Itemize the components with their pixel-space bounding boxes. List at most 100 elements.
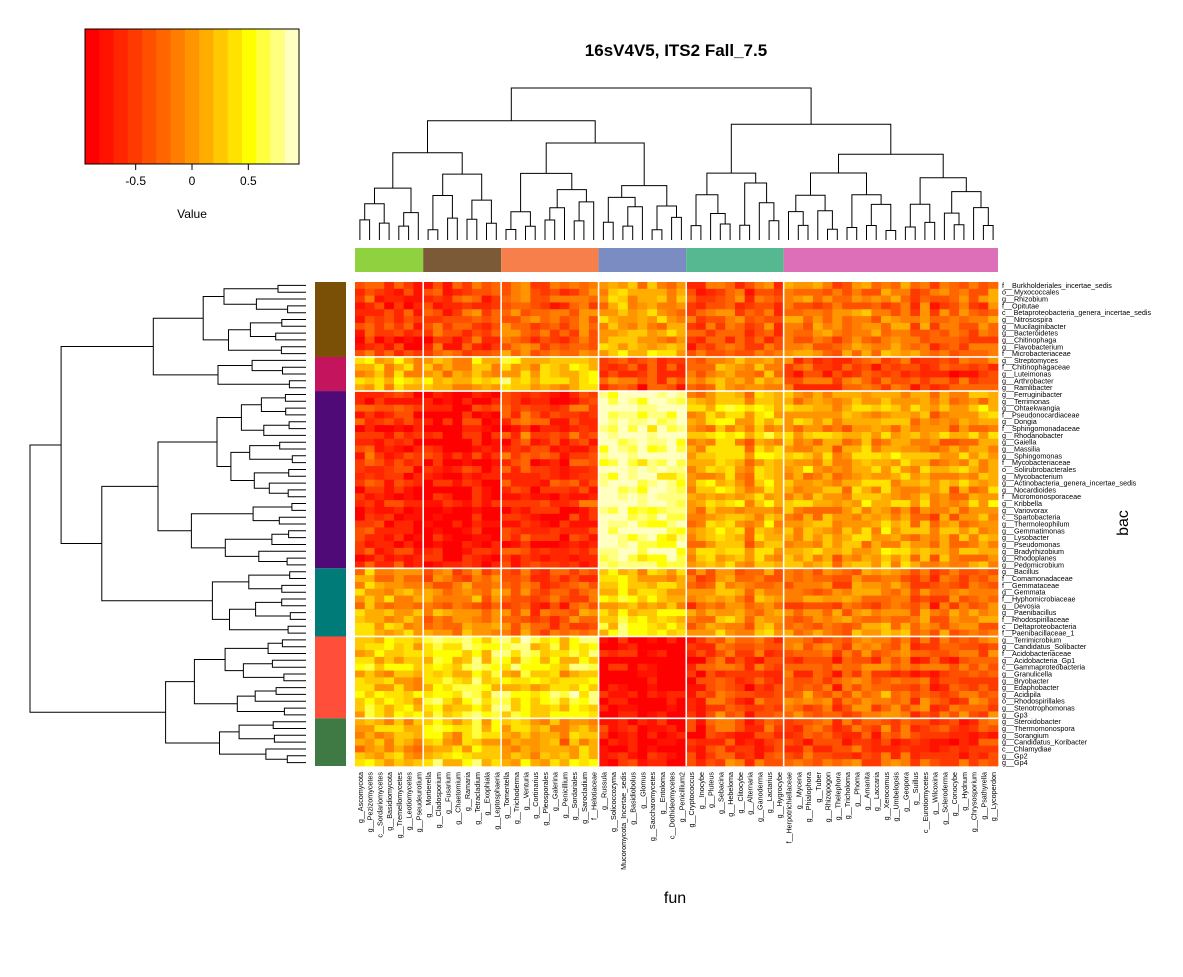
heatmap-cell	[501, 377, 511, 384]
heatmap-cell	[803, 337, 813, 344]
heatmap-cell	[384, 616, 394, 623]
heatmap-cell	[823, 671, 833, 678]
column-dendrogram-branch	[393, 153, 462, 188]
heatmap-cell	[540, 684, 550, 691]
heatmap-cell	[677, 446, 687, 453]
heatmap-cell	[462, 282, 472, 289]
heatmap-cell	[881, 643, 891, 650]
heatmap-cell	[774, 725, 784, 732]
heatmap-cell	[881, 650, 891, 657]
heatmap-cell	[803, 718, 813, 725]
heatmap-cell	[443, 446, 453, 453]
heatmap-cell	[881, 452, 891, 459]
heatmap-cell	[443, 725, 453, 732]
heatmap-cell	[423, 452, 433, 459]
heatmap-cell	[823, 705, 833, 712]
heatmap-cell	[667, 337, 677, 344]
heatmap-cell	[881, 412, 891, 419]
heatmap-cell	[452, 493, 462, 500]
heatmap-cell	[618, 391, 628, 398]
heatmap-cell	[501, 555, 511, 562]
heatmap-cell	[384, 589, 394, 596]
heatmap-cell	[920, 718, 930, 725]
heatmap-cell	[715, 609, 725, 616]
heatmap-cell	[959, 377, 969, 384]
heatmap-cell	[472, 602, 482, 609]
heatmap-cell	[881, 493, 891, 500]
heatmap-cell	[579, 316, 589, 323]
heatmap-cell	[920, 527, 930, 534]
heatmap-cell	[881, 323, 891, 330]
heatmap-cell	[384, 752, 394, 759]
heatmap-cell	[491, 425, 501, 432]
heatmap-cell	[657, 323, 667, 330]
heatmap-cell	[657, 398, 667, 405]
heatmap-cell	[842, 500, 852, 507]
heatmap-cell	[988, 589, 998, 596]
heatmap-cell	[628, 289, 638, 296]
heatmap-cell	[647, 732, 657, 739]
heatmap-cell	[881, 357, 891, 364]
heatmap-cell	[696, 589, 706, 596]
heatmap-cell	[355, 691, 365, 698]
heatmap-cell	[618, 541, 628, 548]
heatmap-cell	[628, 521, 638, 528]
heatmap-cell	[862, 596, 872, 603]
heatmap-cell	[862, 616, 872, 623]
heatmap-cell	[881, 555, 891, 562]
heatmap-cell	[920, 541, 930, 548]
heatmap-cell	[355, 650, 365, 657]
heatmap-cell	[589, 282, 599, 289]
heatmap-cell	[969, 507, 979, 514]
heatmap-cell	[628, 296, 638, 303]
heatmap-cell	[715, 677, 725, 684]
heatmap-cell	[599, 302, 609, 309]
heatmap-cell	[891, 323, 901, 330]
heatmap-cell	[764, 412, 774, 419]
heatmap-cell	[725, 391, 735, 398]
heatmap-cell	[910, 718, 920, 725]
heatmap-cell	[891, 412, 901, 419]
heatmap-cell	[677, 548, 687, 555]
heatmap-cell	[413, 759, 423, 766]
heatmap-cell	[365, 425, 375, 432]
heatmap-cell	[628, 732, 638, 739]
heatmap-cell	[784, 623, 794, 630]
heatmap-cell	[725, 282, 735, 289]
heatmap-cell	[959, 357, 969, 364]
column-dendrogram-branch	[852, 195, 881, 228]
heatmap-cell	[628, 466, 638, 473]
heatmap-cell	[949, 609, 959, 616]
heatmap-cell	[521, 575, 531, 582]
heatmap-cell	[501, 500, 511, 507]
heatmap-cell	[384, 643, 394, 650]
heatmap-cell	[706, 432, 716, 439]
heatmap-cell	[862, 452, 872, 459]
heatmap-cell	[521, 302, 531, 309]
heatmap-cell	[706, 302, 716, 309]
heatmap-cell	[589, 302, 599, 309]
heatmap-cell	[628, 602, 638, 609]
heatmap-cell	[365, 343, 375, 350]
heatmap-cell	[530, 725, 540, 732]
heatmap-cell	[793, 405, 803, 412]
heatmap-cell	[608, 282, 618, 289]
heatmap-cell	[832, 739, 842, 746]
heatmap-cell	[823, 732, 833, 739]
heatmap-cell	[988, 527, 998, 534]
heatmap-cell	[550, 466, 560, 473]
heatmap-cell	[579, 507, 589, 514]
heatmap-cell	[930, 446, 940, 453]
heatmap-cell	[550, 746, 560, 753]
heatmap-cell	[384, 330, 394, 337]
heatmap-cell	[540, 752, 550, 759]
heatmap-cell	[959, 650, 969, 657]
heatmap-cell	[355, 596, 365, 603]
heatmap-cell	[901, 316, 911, 323]
heatmap-cell	[599, 725, 609, 732]
heatmap-cell	[842, 534, 852, 541]
heatmap-cell	[647, 343, 657, 350]
heatmap-cell	[862, 636, 872, 643]
heatmap-cell	[949, 671, 959, 678]
heatmap-cell	[599, 582, 609, 589]
